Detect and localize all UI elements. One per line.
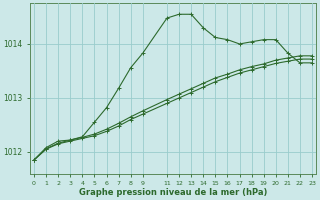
X-axis label: Graphe pression niveau de la mer (hPa): Graphe pression niveau de la mer (hPa) xyxy=(79,188,267,197)
